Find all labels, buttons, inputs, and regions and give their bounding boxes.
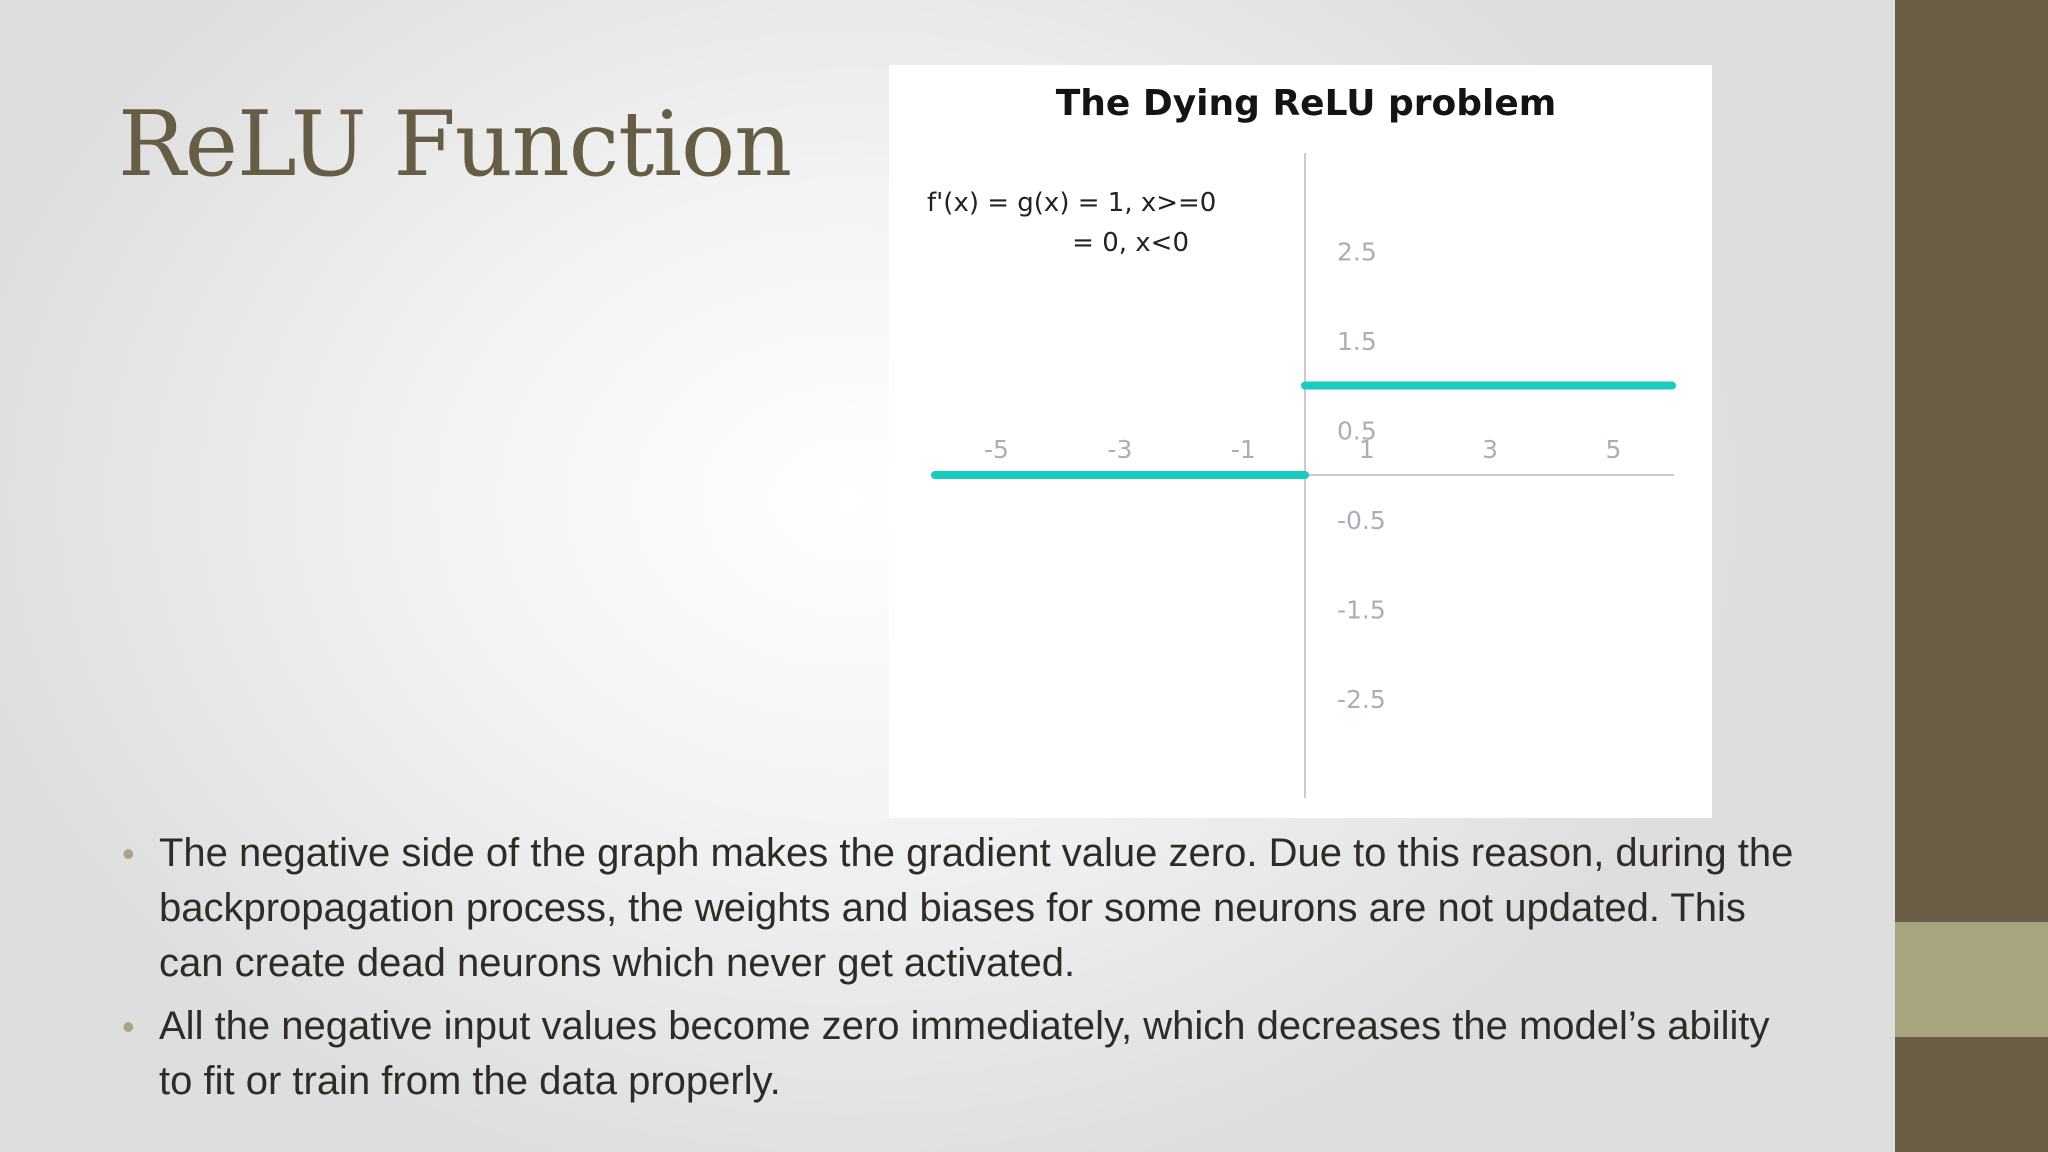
bullet-item: • The negative side of the graph makes t… — [122, 826, 1802, 991]
bullet-item: • All the negative input values become z… — [122, 999, 1802, 1109]
y-tick-label: -2.5 — [1337, 685, 1386, 714]
decorative-side-accent — [1895, 922, 2048, 1037]
y-tick-label: 1.5 — [1337, 327, 1377, 356]
x-tick-label: -3 — [1107, 435, 1132, 464]
x-tick-label: -1 — [1231, 435, 1256, 464]
bullet-marker: • — [122, 1006, 135, 1047]
relu-derivative-chart: The Dying ReLU problem f'(x) = g(x) = 1,… — [889, 65, 1712, 818]
x-tick-label: 3 — [1482, 435, 1498, 464]
slide-title: ReLU Function — [118, 92, 792, 197]
bullet-text: All the negative input values become zer… — [159, 1004, 1770, 1103]
bullet-list: • The negative side of the graph makes t… — [122, 826, 1802, 1117]
y-tick-label: -0.5 — [1337, 506, 1386, 535]
y-tick-label: 0.5 — [1337, 416, 1377, 445]
bullet-text: The negative side of the graph makes the… — [159, 831, 1794, 985]
chart-title: The Dying ReLU problem — [1056, 83, 1557, 124]
x-tick-label: -5 — [984, 435, 1009, 464]
y-tick-label: -1.5 — [1337, 595, 1386, 624]
formula-line-2: = 0, x<0 — [1072, 228, 1189, 258]
formula-line-1: f'(x) = g(x) = 1, x>=0 — [927, 188, 1216, 218]
bullet-marker: • — [122, 833, 135, 874]
x-tick-label: 5 — [1606, 435, 1622, 464]
y-tick-label: 2.5 — [1337, 237, 1377, 266]
x-tick-label: 1 — [1359, 435, 1375, 464]
